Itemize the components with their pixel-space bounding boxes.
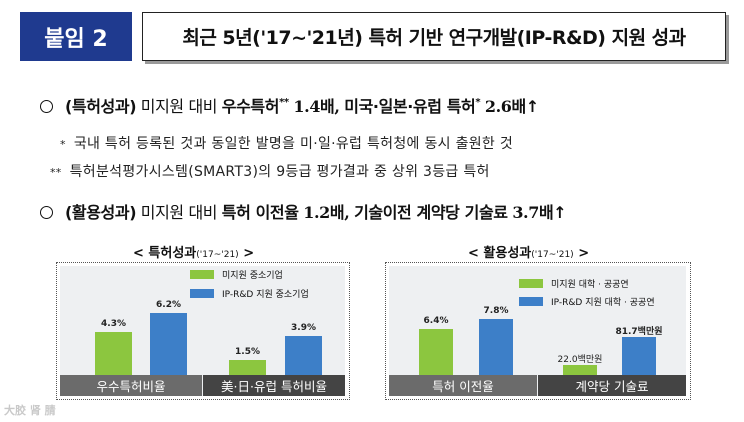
chart2-value-label: 22.0백만원 xyxy=(557,355,603,365)
chart1-title-text: < 특허성과 xyxy=(133,246,197,261)
legend-swatch-green xyxy=(519,279,543,288)
chart2-title-period: ('17~'21) xyxy=(531,250,574,260)
chart1-category-label-2: 美·日·유럽 특허비율 xyxy=(203,375,345,396)
bullet-patent-performance: (특허성과) 미지원 대비 우수특허** 1.4배, 미국·일본·유럽 특허* … xyxy=(40,93,539,117)
chart1-legend-label-2: IP-R&D 지원 중소기업 xyxy=(222,290,309,300)
chart1-panel: 미지원 중소기업 IP-R&D 지원 중소기업 4.3% 6.2% 1.5% 3… xyxy=(56,262,350,400)
bullet1-mark2: * xyxy=(475,97,481,108)
chart2-category-label-1: 특허 이전율 xyxy=(389,375,537,396)
up-arrow-icon: ↑ xyxy=(553,203,567,222)
chart2-category-text-1: 특허 이전율 xyxy=(432,379,494,394)
bullet1-text2: 우수특허 xyxy=(221,97,280,116)
chart1-value-label: 3.9% xyxy=(291,323,316,333)
footnote-1: * 국내 특허 등록된 것과 동일한 발명을 미·일·유럽 특허청에 동시 출원한… xyxy=(60,133,513,153)
bullet1-text4: 미국·일본·유럽 특허 xyxy=(344,97,476,116)
hollow-circle-bullet-icon xyxy=(40,206,53,219)
chart2-bar-unsupported-transfer xyxy=(419,329,453,375)
up-arrow-icon: ↑ xyxy=(525,97,539,116)
chart2-title: < 활용성과('17~'21) > xyxy=(468,242,589,261)
footnote-1-mark: * xyxy=(60,138,66,151)
appendix-badge: 붙임 2 xyxy=(20,12,132,61)
chart2-value-label: 81.7백만원 xyxy=(615,327,663,337)
bullet2-text2: 특허 이전율 xyxy=(221,203,299,222)
chart2-category-text-2: 계약당 기술료 xyxy=(575,379,649,394)
hollow-circle-bullet-icon xyxy=(40,100,53,113)
chart2-legend-label-1: 미지원 대학 · 공공연 xyxy=(551,280,629,290)
chart2-legend-label-2: IP-R&D 지원 대학 · 공공연 xyxy=(551,298,655,308)
chart2-bar-supported-transfer xyxy=(479,319,513,375)
chart1-legend-label-1: 미지원 중소기업 xyxy=(222,271,283,281)
page-title: 최근 5년('17~'21년) 특허 기반 연구개발(IP-R&D) 지원 성과 xyxy=(142,12,726,61)
bullet2-text4: 기술이전 계약당 기술료 xyxy=(354,203,508,222)
chart2-bar-supported-royalty xyxy=(622,337,656,375)
bullet1-label: (특허성과) xyxy=(65,97,137,116)
footnote-1-text: 국내 특허 등록된 것과 동일한 발명을 미·일·유럽 특허청에 동시 출원한 … xyxy=(73,136,514,152)
chart2-value-label: 7.8% xyxy=(483,306,509,316)
bullet1-mark1: ** xyxy=(279,97,289,108)
chart1-title: < 특허성과('17~'21) > xyxy=(133,242,254,261)
bullet-utilization-performance: (활용성과) 미지원 대비 특허 이전율 1.2배, 기술이전 계약당 기술료 … xyxy=(40,199,567,223)
chart2-category-label-2: 계약당 기술료 xyxy=(538,375,686,396)
bullet1-text1: 미지원 대비 xyxy=(140,97,218,116)
chart2-panel: 미지원 대학 · 공공연 IP-R&D 지원 대학 · 공공연 6.4% 7.8… xyxy=(385,262,691,400)
chart1-legend-item-2: IP-R&D 지원 중소기업 xyxy=(190,287,309,300)
chart1-value-label: 6.2% xyxy=(156,300,181,310)
legend-swatch-blue xyxy=(190,289,214,298)
page-title-text: 최근 5년('17~'21년) 특허 기반 연구개발(IP-R&D) 지원 성과 xyxy=(182,27,686,49)
chart1-value-label: 1.5% xyxy=(235,347,260,357)
chart1-title-end: > xyxy=(243,246,255,261)
chart2-title-text: < 활용성과 xyxy=(468,246,532,261)
chart2-value-label: 6.4% xyxy=(423,316,449,326)
legend-swatch-blue xyxy=(519,297,543,306)
chart2-legend-item-2: IP-R&D 지원 대학 · 공공연 xyxy=(519,295,655,308)
bullet1-text5: 2.6배 xyxy=(484,97,526,116)
bullet2-label: (활용성과) xyxy=(65,203,137,222)
footnote-2-text: 특허분석평가시스템(SMART3)의 9등급 평가결과 중 상위 3등급 특허 xyxy=(69,164,490,180)
watermark: 大胶 肾 腈 xyxy=(4,404,56,417)
appendix-badge-label: 붙임 2 xyxy=(44,26,108,52)
legend-swatch-green xyxy=(190,270,214,279)
chart1-bar-unsupported-excellent xyxy=(95,332,132,375)
chart1-category-text-2: 美·日·유럽 특허비율 xyxy=(221,379,327,394)
chart1-bar-supported-foreign xyxy=(285,336,322,375)
bullet2-text3: 1.2배, xyxy=(303,203,350,222)
bullet1-text3: 1.4배, xyxy=(293,97,340,116)
chart2-title-end: > xyxy=(578,246,590,261)
chart1-bar-unsupported-foreign xyxy=(229,360,266,375)
chart1-category-text-1: 우수특허비율 xyxy=(96,379,166,394)
chart2-legend-item-1: 미지원 대학 · 공공연 xyxy=(519,277,629,290)
chart2-bar-unsupported-royalty xyxy=(563,365,597,375)
chart1-category-label-1: 우수특허비율 xyxy=(60,375,202,396)
chart1-bar-supported-excellent xyxy=(150,313,187,375)
footnote-2-mark: ** xyxy=(50,166,62,179)
chart1-title-period: ('17~'21) xyxy=(196,250,239,260)
bullet2-text5: 3.7배 xyxy=(512,203,554,222)
chart1-value-label: 4.3% xyxy=(101,319,126,329)
bullet2-text1: 미지원 대비 xyxy=(140,203,218,222)
footnote-2: ** 특허분석평가시스템(SMART3)의 9등급 평가결과 중 상위 3등급 특… xyxy=(50,161,490,181)
chart1-legend-item-1: 미지원 중소기업 xyxy=(190,268,283,281)
